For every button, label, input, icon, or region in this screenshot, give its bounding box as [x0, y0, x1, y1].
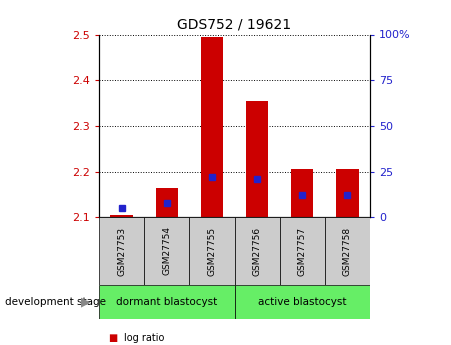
Bar — [99, 217, 144, 285]
Bar — [201, 37, 223, 217]
Text: ■: ■ — [108, 333, 118, 343]
Text: GSM27758: GSM27758 — [343, 226, 352, 276]
Bar — [235, 217, 280, 285]
Bar — [280, 217, 325, 285]
Bar — [325, 217, 370, 285]
Bar — [246, 101, 268, 217]
Text: dormant blastocyst: dormant blastocyst — [116, 297, 217, 307]
Text: GSM27753: GSM27753 — [117, 226, 126, 276]
Bar — [189, 217, 235, 285]
Text: ▶: ▶ — [81, 295, 91, 308]
Bar — [144, 217, 189, 285]
Text: log ratio: log ratio — [124, 333, 165, 343]
Text: active blastocyst: active blastocyst — [258, 297, 346, 307]
Bar — [336, 169, 359, 217]
Text: GSM27757: GSM27757 — [298, 226, 307, 276]
Bar — [99, 285, 235, 319]
Bar — [235, 285, 370, 319]
Text: GSM27756: GSM27756 — [253, 226, 262, 276]
Text: GSM27754: GSM27754 — [162, 226, 171, 276]
Bar — [156, 188, 178, 217]
Bar — [110, 215, 133, 217]
Title: GDS752 / 19621: GDS752 / 19621 — [177, 18, 292, 32]
Text: GSM27755: GSM27755 — [207, 226, 216, 276]
Text: development stage: development stage — [5, 297, 106, 307]
Bar — [291, 169, 313, 217]
